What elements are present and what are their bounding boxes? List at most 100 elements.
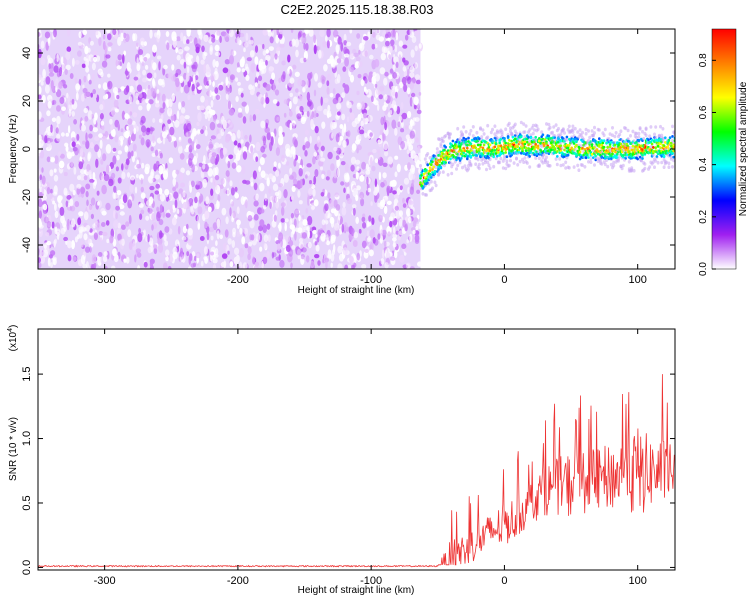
- noise-speckle: [229, 180, 233, 187]
- noise-speckle: [297, 248, 301, 256]
- noise-speckle: [351, 120, 358, 128]
- signal-cell: [437, 167, 440, 171]
- noise-speckle: [154, 190, 160, 195]
- noise-speckle: [190, 263, 195, 268]
- noise-speckle: [44, 31, 51, 39]
- noise-speckle: [359, 174, 365, 182]
- noise-speckle: [377, 139, 382, 145]
- signal-cell: [616, 152, 619, 156]
- noise-speckle: [94, 144, 100, 153]
- noise-speckle: [125, 85, 130, 93]
- noise-speckle: [301, 232, 307, 239]
- noise-speckle: [112, 29, 117, 35]
- noise-speckle: [97, 201, 100, 206]
- signal-cell: [667, 138, 671, 142]
- noise-speckle: [317, 260, 321, 266]
- noise-speckle: [77, 41, 83, 46]
- noise-speckle: [310, 118, 314, 128]
- noise-speckle: [83, 211, 89, 221]
- noise-speckle: [203, 256, 208, 261]
- noise-speckle: [259, 157, 265, 166]
- noise-speckle: [124, 133, 129, 139]
- noise-speckle: [394, 171, 398, 178]
- signal-cell: [647, 138, 650, 142]
- noise-speckle: [262, 43, 265, 50]
- signal-cell: [659, 146, 662, 150]
- noise-speckle: [325, 176, 330, 181]
- noise-speckle: [330, 262, 333, 268]
- noise-speckle: [346, 100, 350, 106]
- noise-speckle: [341, 207, 347, 216]
- noise-speckle: [180, 32, 184, 42]
- noise-speckle: [150, 87, 156, 97]
- noise-speckle: [46, 221, 52, 229]
- y-tick-label: 20: [21, 95, 33, 107]
- noise-speckle: [340, 161, 346, 166]
- noise-speckle: [87, 73, 91, 82]
- noise-speckle: [59, 96, 65, 105]
- noise-speckle: [58, 160, 65, 169]
- noise-speckle: [85, 183, 91, 190]
- signal-halo: [449, 161, 452, 165]
- noise-speckle: [46, 110, 51, 117]
- signal-halo: [571, 130, 575, 134]
- noise-speckle: [127, 118, 133, 125]
- noise-speckle: [176, 54, 181, 61]
- signal-halo: [446, 173, 450, 177]
- noise-speckle: [374, 158, 379, 164]
- noise-speckle: [291, 185, 296, 192]
- noise-speckle: [72, 189, 76, 196]
- signal-cell: [448, 155, 451, 159]
- noise-speckle: [172, 187, 177, 192]
- signal-halo: [481, 128, 485, 132]
- noise-speckle: [294, 208, 300, 218]
- signal-halo: [525, 161, 529, 165]
- noise-speckle: [416, 189, 421, 194]
- noise-speckle: [133, 151, 137, 158]
- noise-speckle: [41, 186, 45, 194]
- noise-speckle: [415, 225, 419, 231]
- noise-speckle: [182, 225, 187, 234]
- noise-speckle: [333, 146, 338, 152]
- noise-speckle: [258, 166, 261, 172]
- signal-cell: [640, 144, 643, 148]
- noise-speckle: [85, 132, 88, 142]
- signal-cell: [556, 144, 559, 148]
- noise-speckle: [121, 171, 126, 180]
- noise-speckle: [177, 225, 181, 235]
- noise-speckle: [270, 136, 274, 146]
- signal-halo: [611, 133, 614, 137]
- signal-halo: [564, 160, 568, 165]
- colorbar-ticks: 0.00.20.40.60.8: [698, 53, 716, 276]
- noise-speckle: [271, 30, 274, 37]
- snr-plot-area: [37, 374, 675, 568]
- noise-speckle: [91, 73, 95, 83]
- noise-speckle: [320, 192, 325, 197]
- signal-halo: [635, 135, 638, 140]
- noise-speckle: [77, 50, 82, 57]
- noise-speckle: [408, 216, 412, 224]
- signal-cell: [464, 153, 468, 157]
- noise-speckle: [331, 249, 336, 256]
- noise-speckle: [84, 115, 89, 122]
- noise-speckle: [366, 230, 370, 237]
- noise-speckle: [262, 256, 268, 265]
- signal-halo: [477, 162, 481, 167]
- signal-halo: [534, 156, 538, 160]
- noise-speckle: [213, 253, 219, 258]
- noise-speckle: [292, 96, 298, 105]
- signal-cell: [504, 141, 508, 145]
- noise-speckle: [383, 77, 388, 86]
- noise-speckle: [78, 78, 82, 86]
- noise-speckle: [162, 211, 166, 218]
- noise-speckle: [289, 77, 295, 84]
- noise-speckle: [138, 53, 143, 62]
- noise-speckle: [380, 200, 384, 207]
- noise-speckle: [309, 135, 312, 144]
- noise-speckle: [248, 39, 254, 45]
- signal-halo: [637, 131, 641, 136]
- signal-halo: [441, 139, 445, 144]
- noise-speckle: [346, 116, 350, 123]
- signal-halo: [644, 133, 648, 138]
